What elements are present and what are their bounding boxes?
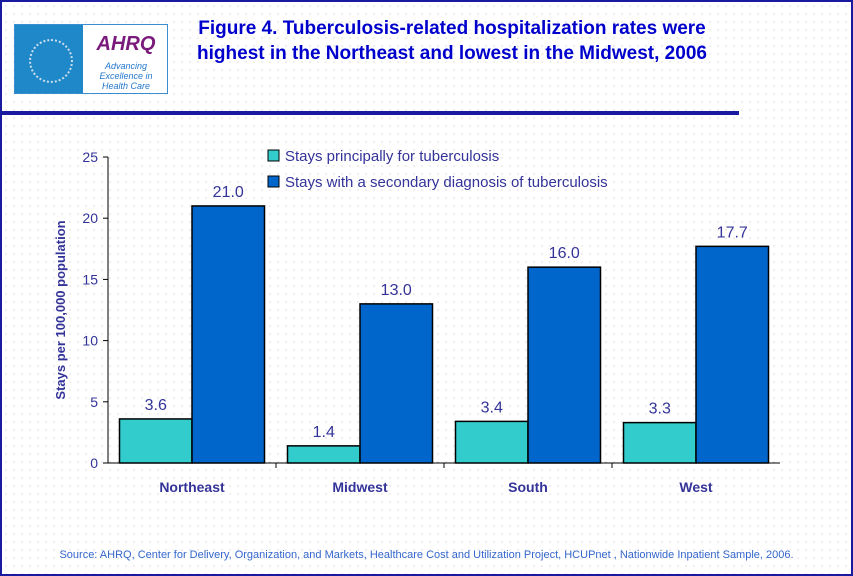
legend-label: Stays principally for tuberculosis xyxy=(285,148,499,165)
bar-principal xyxy=(118,418,193,464)
data-label: 17.7 xyxy=(717,224,748,241)
data-label: 3.6 xyxy=(145,397,167,414)
bar-secondary xyxy=(527,266,602,464)
y-tick-label: 10 xyxy=(82,333,98,349)
y-tick-label: 15 xyxy=(82,271,98,287)
x-tick-label: South xyxy=(508,479,548,495)
bar-principal xyxy=(454,420,529,464)
x-tick-label: Northeast xyxy=(159,479,225,495)
data-label: 21.0 xyxy=(213,184,244,201)
x-tick-label: West xyxy=(679,479,713,495)
data-label: 3.4 xyxy=(481,399,503,416)
bar-principal xyxy=(286,445,361,464)
legend-swatch xyxy=(267,175,280,188)
y-tick-label: 20 xyxy=(82,210,98,226)
data-label: 13.0 xyxy=(381,282,412,299)
ahrq-logo: AHRQ Advancing Excellence in Health Care xyxy=(14,24,168,94)
y-axis-label: Stays per 100,000 population xyxy=(53,220,68,399)
bar-secondary xyxy=(191,205,266,464)
bar-secondary xyxy=(695,245,770,464)
bar-chart: 0 5 10 15 20 25 Stays per 100,000 population No… xyxy=(53,148,780,495)
data-label: 1.4 xyxy=(313,424,335,441)
source-note: Source: AHRQ, Center for Delivery, Organ… xyxy=(59,549,794,561)
data-label: 16.0 xyxy=(549,245,580,262)
data-label: 3.3 xyxy=(649,401,671,418)
logo-brand: AHRQ xyxy=(96,33,156,55)
y-tick-label: 0 xyxy=(90,455,98,471)
logo-tagline: Advancing Excellence in Health Care xyxy=(99,61,153,91)
legend-label: Stays with a secondary diagnosis of tube… xyxy=(285,174,608,191)
hhs-eagle-icon xyxy=(15,25,83,93)
bar-secondary xyxy=(359,303,434,464)
x-tick-label: Midwest xyxy=(332,479,388,495)
y-tick-label: 5 xyxy=(90,394,98,410)
chart-title: Figure 4. Tuberculosis-related hospitali… xyxy=(197,18,707,64)
legend-swatch xyxy=(267,149,280,162)
y-tick-label: 25 xyxy=(82,149,98,165)
title-divider xyxy=(2,111,739,115)
bar-principal xyxy=(622,421,697,464)
